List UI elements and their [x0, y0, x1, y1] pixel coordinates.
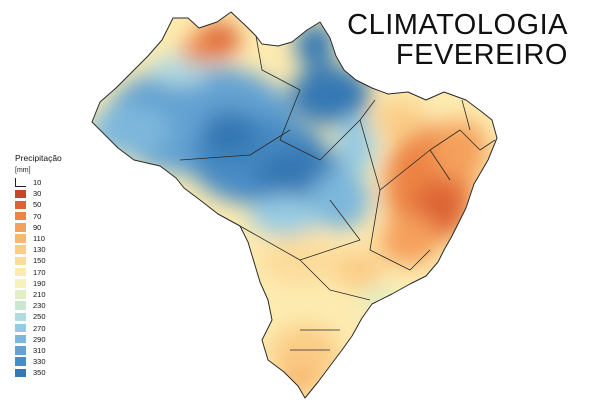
legend-swatch — [15, 357, 26, 366]
legend-swatch — [15, 256, 26, 266]
legend-unit: [mm] — [15, 167, 31, 174]
legend-swatch — [15, 200, 26, 210]
legend-row: 130 — [15, 244, 95, 255]
legend-label: 50 — [33, 200, 42, 210]
legend-row: 210 — [15, 289, 95, 300]
legend-label: 310 — [33, 345, 46, 355]
legend-title: Precipitação — [15, 153, 62, 163]
legend-label: 10 — [33, 178, 42, 188]
legend-row: 230 — [15, 300, 95, 311]
legend: Precipitação [mm] 10 30 50 70 90 110 130 150 170… — [15, 153, 95, 378]
legend-items: 10 30 50 70 90 110 130 150 170 190 210 230 250 270 290… — [15, 177, 95, 378]
legend-swatch — [15, 178, 26, 187]
legend-swatch — [15, 267, 26, 277]
legend-label: 190 — [33, 278, 46, 288]
legend-swatch — [15, 346, 26, 355]
legend-label: 350 — [33, 368, 46, 378]
legend-swatch — [15, 290, 26, 299]
legend-label: 270 — [33, 323, 46, 333]
map-title-line-1: CLIMATOLOGIA — [347, 9, 568, 41]
map-title-line-2: FEVEREIRO — [395, 39, 568, 71]
legend-label: 110 — [33, 234, 45, 244]
country-outline — [91, 11, 498, 399]
legend-label: 170 — [33, 267, 46, 277]
state-borders — [179, 35, 496, 351]
legend-swatch — [15, 334, 26, 344]
legend-row: 250 — [15, 311, 95, 322]
legend-swatch — [15, 189, 26, 199]
legend-label: 330 — [33, 357, 46, 367]
legend-label: 250 — [33, 312, 46, 322]
legend-row: 150 — [15, 255, 95, 266]
legend-row: 170 — [15, 267, 95, 278]
legend-label: 290 — [33, 334, 46, 344]
legend-swatch — [15, 279, 26, 288]
legend-row: 190 — [15, 278, 95, 289]
legend-swatch — [15, 368, 26, 378]
legend-swatch — [15, 312, 26, 322]
legend-row: 10 — [15, 177, 95, 188]
legend-swatch — [15, 245, 26, 254]
legend-row: 70 — [15, 211, 95, 222]
legend-swatch — [15, 323, 26, 333]
legend-swatch — [15, 211, 26, 221]
legend-row: 110 — [15, 233, 95, 244]
legend-row: 330 — [15, 356, 95, 367]
legend-row: 90 — [15, 222, 95, 233]
legend-swatch — [15, 234, 26, 243]
legend-swatch — [15, 301, 26, 310]
legend-label: 230 — [33, 301, 46, 311]
legend-label: 90 — [33, 222, 42, 232]
legend-swatch — [15, 223, 26, 232]
legend-label: 150 — [33, 256, 46, 266]
legend-label: 30 — [33, 189, 42, 199]
legend-label: 210 — [33, 289, 46, 299]
legend-row: 270 — [15, 322, 95, 333]
legend-row: 30 — [15, 188, 95, 199]
legend-row: 350 — [15, 367, 95, 378]
legend-label: 130 — [33, 245, 46, 255]
legend-label: 70 — [33, 211, 42, 221]
legend-row: 290 — [15, 334, 95, 345]
legend-row: 310 — [15, 345, 95, 356]
legend-row: 50 — [15, 199, 95, 210]
